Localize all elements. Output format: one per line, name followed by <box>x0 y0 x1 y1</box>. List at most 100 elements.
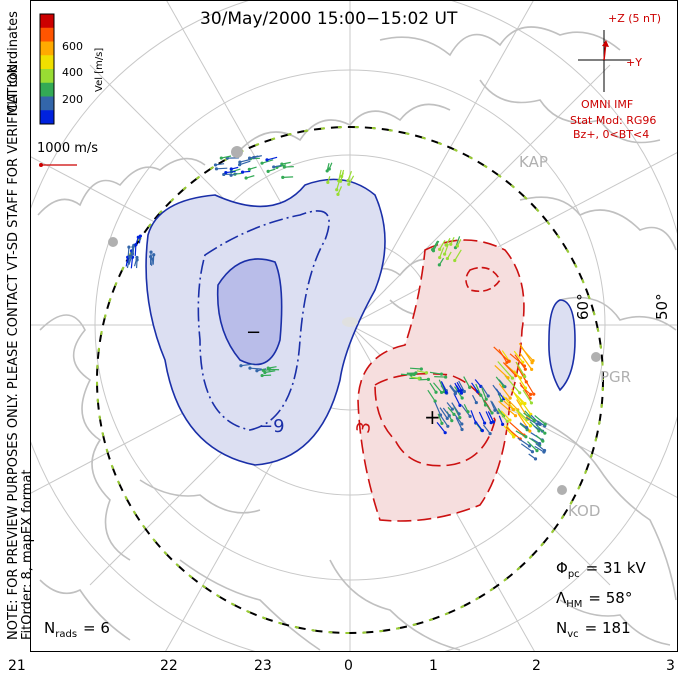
velocity-vector-origin <box>468 414 472 418</box>
velocity-vector-origin <box>535 449 539 453</box>
mlt-tick-2: 2 <box>532 658 541 674</box>
velocity-vector <box>432 240 440 252</box>
velocity-vector <box>502 362 517 377</box>
velocity-vector-origin <box>224 170 228 175</box>
velocity-vector-origin <box>479 384 483 388</box>
velocity-vector <box>429 371 442 375</box>
velocity-vector <box>128 253 134 265</box>
velocity-vector-origin <box>501 384 506 388</box>
velocity-vector-origin <box>430 248 435 252</box>
velocity-vector-origin <box>152 253 156 257</box>
velocity-vector-origin <box>510 376 515 380</box>
velocity-vector <box>517 437 530 447</box>
velocity-vector-origin <box>497 392 502 396</box>
velocity-vector-origin <box>483 421 487 425</box>
velocity-vector <box>134 244 137 256</box>
velocity-vector-origin <box>229 173 233 177</box>
imf-indicator: +Z (5 nT) +Y OMNI IMF Stat Mod: RG96 Bz+… <box>570 12 661 141</box>
velocity-vector <box>536 424 546 434</box>
velocity-vector <box>534 415 546 425</box>
velocity-vector-origin <box>443 431 447 435</box>
velocity-vector-origin <box>522 364 527 368</box>
velocity-vector-origin <box>542 448 547 453</box>
velocity-vector-origin <box>260 373 264 378</box>
velocity-vector <box>525 416 538 425</box>
velocity-vector-origin <box>347 182 351 186</box>
velocity-vector-origin <box>438 247 442 251</box>
velocity-vector-origin <box>452 412 456 416</box>
velocity-vector <box>494 364 509 379</box>
n-vc-stat: Nvc = 181 <box>556 619 631 640</box>
velocity-vector <box>434 401 442 416</box>
velocity-vector-origin <box>239 364 243 368</box>
velocity-vector-origin <box>138 234 143 238</box>
velocity-vector <box>440 381 447 393</box>
velocity-vector-origin <box>433 399 437 403</box>
velocity-vector <box>515 430 527 438</box>
velocity-vector-origin <box>261 368 265 372</box>
velocity-vector <box>416 370 427 374</box>
velocity-vector <box>444 243 449 255</box>
velocity-vector-origin <box>409 373 413 377</box>
velocity-vector-origin <box>255 369 259 373</box>
preview-note: NOTE: FOR PREVIEW PURPOSES ONLY. PLEASE … <box>6 60 21 640</box>
velocity-vector-origin <box>325 169 329 173</box>
phi-pc-stat: Φpc = 31 kV <box>556 559 647 580</box>
color-scale-segment <box>40 69 54 84</box>
velocity-vector-origin <box>468 385 472 390</box>
map-title: 30/May/2000 15:00−15:02 UT <box>200 9 458 29</box>
velocity-vector-origin <box>336 192 340 196</box>
velocity-vector-origin <box>450 419 454 423</box>
velocity-vector <box>239 158 251 163</box>
velocity-vector <box>453 413 463 425</box>
velocity-vector <box>527 441 538 452</box>
velocity-vector-origin <box>337 179 341 183</box>
velocity-vector-origin <box>508 396 512 400</box>
velocity-vector-origin <box>240 170 245 174</box>
velocity-vector-origin <box>438 255 442 260</box>
velocity-vector <box>225 170 236 174</box>
velocity-vector <box>439 247 445 258</box>
potential-max-marker: + <box>424 405 441 429</box>
velocity-vector-origin <box>506 376 510 380</box>
velocity-vector-origin <box>530 367 534 371</box>
velocity-vector-origin <box>346 179 350 183</box>
velocity-vector-origin <box>533 418 537 422</box>
mlt-axis: 21 22 23 0 1 2 3 <box>8 658 675 674</box>
velocity-vector-origin <box>480 429 484 433</box>
mlt-tick-22: 22 <box>160 658 178 674</box>
velocity-vector-origin <box>462 389 466 394</box>
velocity-vector <box>471 382 479 393</box>
velocity-vector-origin <box>260 161 264 165</box>
stat-model-line1: Stat Mod: RG96 <box>570 114 656 127</box>
velocity-vector-origin <box>447 414 451 418</box>
velocity-vector <box>439 407 448 419</box>
imf-bz-label: +Z (5 nT) <box>608 12 661 25</box>
velocity-vector <box>522 389 532 404</box>
velocity-vector-origin <box>281 175 285 179</box>
velocity-vector <box>478 411 486 424</box>
velocity-vector <box>492 384 500 395</box>
velocity-vector <box>513 370 526 389</box>
color-scale-segment <box>40 110 54 125</box>
velocity-vector-origin <box>248 366 252 370</box>
velocity-vector <box>520 443 533 453</box>
velocity-vector <box>126 256 131 269</box>
velocity-vector <box>501 350 510 362</box>
velocity-vector-origin <box>127 245 131 249</box>
velocity-vector-origin <box>538 422 542 426</box>
velocity-vector <box>515 362 526 377</box>
velocity-vector <box>240 363 254 367</box>
velocity-vector-origin <box>524 435 528 439</box>
velocity-vector <box>338 169 342 181</box>
velocity-vector-origin <box>443 252 447 256</box>
velocity-vector <box>400 373 412 376</box>
velocity-vector <box>463 376 471 388</box>
color-scale-segment <box>40 82 54 97</box>
negative-potential-cell: − −9 <box>145 178 386 466</box>
velocity-vector-origin <box>229 167 233 171</box>
velocity-vector-origin <box>523 375 527 379</box>
station-kap: KAP <box>519 153 548 171</box>
velocity-vector-origin <box>434 390 438 394</box>
velocity-vector <box>498 383 511 399</box>
